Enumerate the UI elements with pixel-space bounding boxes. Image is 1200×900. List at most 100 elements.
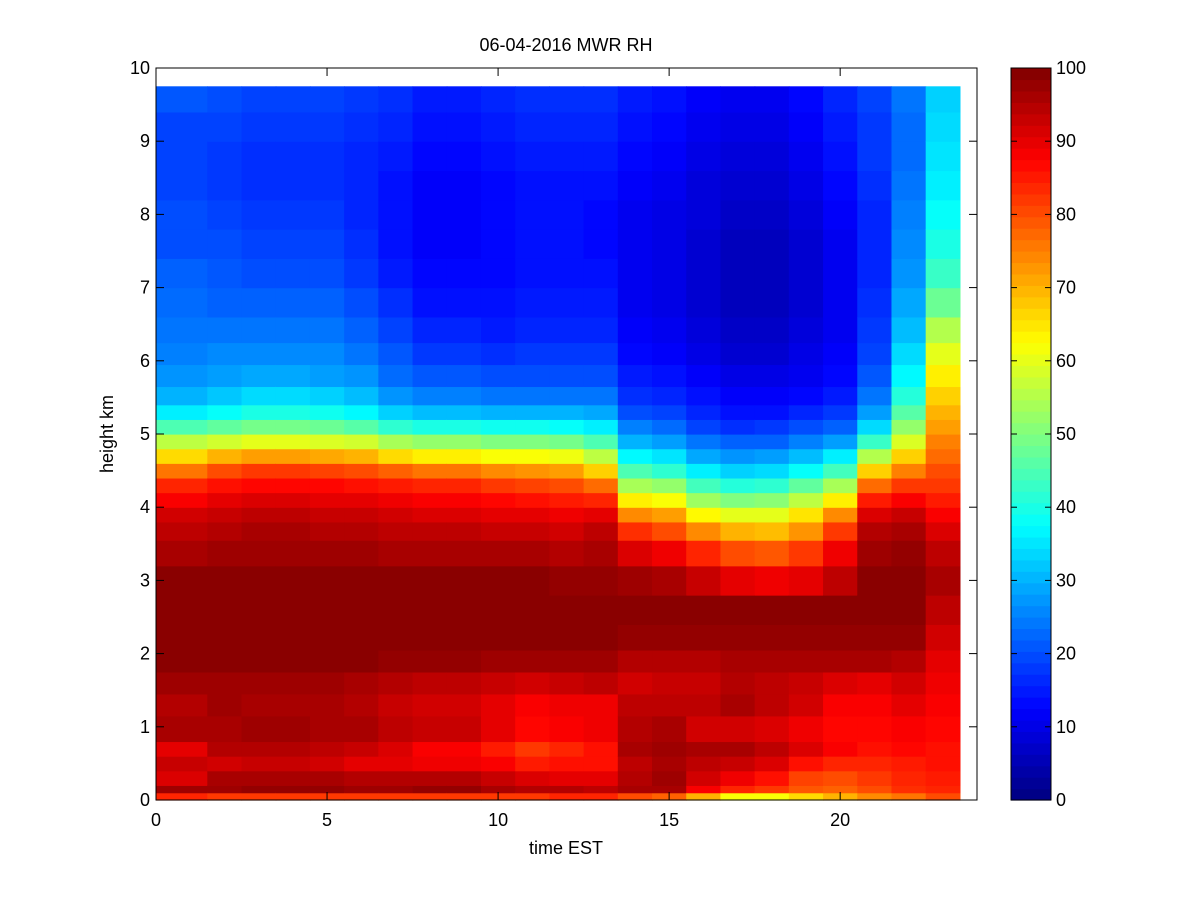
heatmap-cell [156,756,208,772]
heatmap-cell [515,86,550,113]
heatmap-cell [925,199,961,230]
heatmap-cell [309,111,345,142]
heatmap-cell [583,419,619,435]
heatmap-cell [480,540,516,567]
heatmap-cell [617,756,653,772]
heatmap-cell [344,756,379,772]
heatmap-cell [549,693,585,717]
heatmap-cell [241,477,277,494]
colorbar-swatch [1011,582,1051,595]
colorbar-swatch [1011,228,1051,241]
heatmap-cell [309,170,345,201]
heatmap-cell [549,770,585,786]
heatmap-cell [823,715,858,743]
heatmap-cell [857,111,893,142]
heatmap-cell [156,693,208,717]
heatmap-cell [515,111,550,142]
heatmap-cell [754,199,790,230]
heatmap-cell [207,386,243,406]
heatmap-cell [309,448,345,464]
heatmap-cell [754,492,790,508]
colorbar-swatch [1011,502,1051,515]
heatmap-cell [754,671,790,695]
heatmap-cell [583,770,619,786]
heatmap-cell [788,671,824,695]
colorbar-swatch [1011,651,1051,664]
y-tick-label: 8 [140,204,150,224]
heatmap-cell [275,756,311,772]
colorbar-swatch [1011,765,1051,778]
heatmap-cell [857,693,893,717]
heatmap-cell [480,507,516,523]
heatmap-cell [309,287,345,318]
heatmap-cell [156,364,208,388]
heatmap-cell [788,111,824,142]
heatmap-cell [617,507,653,523]
y-axis-label: height km [97,395,117,473]
heatmap-cell [823,448,858,464]
colorbar-swatch [1011,525,1051,538]
colorbar-tick-label: 100 [1056,58,1086,78]
heatmap-cell [241,170,277,201]
heatmap-cell [241,448,277,464]
heatmap-cell [275,693,311,717]
colorbar-swatch [1011,571,1051,584]
heatmap-cell [720,463,756,479]
heatmap-cell [446,448,482,464]
heatmap-cell [652,199,687,230]
heatmap-cell [241,141,277,172]
colorbar-swatch [1011,662,1051,675]
heatmap-cell [720,792,756,801]
heatmap-cell [823,86,858,113]
heatmap-cell [412,741,448,757]
heatmap-cell [515,565,550,596]
heatmap-cell [446,507,482,523]
heatmap-cell [583,141,619,172]
heatmap-cell [378,649,414,673]
heatmap-cell [583,792,619,801]
heatmap-cell [617,386,653,406]
heatmap-cell [275,229,311,259]
heatmap-cell [686,199,722,230]
heatmap-cell [241,463,277,479]
heatmap-cell [891,419,927,435]
heatmap-cell [412,540,448,567]
heatmap-cell [241,624,277,651]
heatmap-cell [344,565,379,596]
colorbar-swatch [1011,319,1051,332]
heatmap-cell [446,199,482,230]
colorbar-swatch [1011,365,1051,378]
heatmap-cell [309,419,345,435]
heatmap-cell [344,521,379,541]
heatmap-cell [788,316,824,344]
heatmap-cell [925,507,961,523]
heatmap-cell [857,492,893,508]
heatmap-cell [412,386,448,406]
heatmap-cell [480,141,516,172]
heatmap-cell [309,741,345,757]
heatmap-cell [515,624,550,651]
heatmap-cell [309,229,345,259]
heatmap-cell [549,565,585,596]
colorbar-swatch [1011,754,1051,767]
heatmap-cell [480,111,516,142]
heatmap-cell [652,141,687,172]
heatmap-cell [275,316,311,344]
heatmap-cell [446,595,482,625]
heatmap-cell [754,111,790,142]
x-tick-label: 10 [488,810,508,830]
heatmap-cell [617,86,653,113]
heatmap-cell [275,111,311,142]
heatmap-cell [857,792,893,801]
heatmap-cell [446,477,482,494]
heatmap-cell [857,287,893,318]
heatmap-cell [412,785,448,794]
heatmap-cell [925,492,961,508]
heatmap-cell [309,404,345,420]
heatmap-cell [925,477,961,494]
heatmap-cell [788,448,824,464]
heatmap-cell [788,492,824,508]
heatmap-cell [378,715,414,743]
colorbar-swatch [1011,491,1051,504]
heatmap-cell [412,649,448,673]
